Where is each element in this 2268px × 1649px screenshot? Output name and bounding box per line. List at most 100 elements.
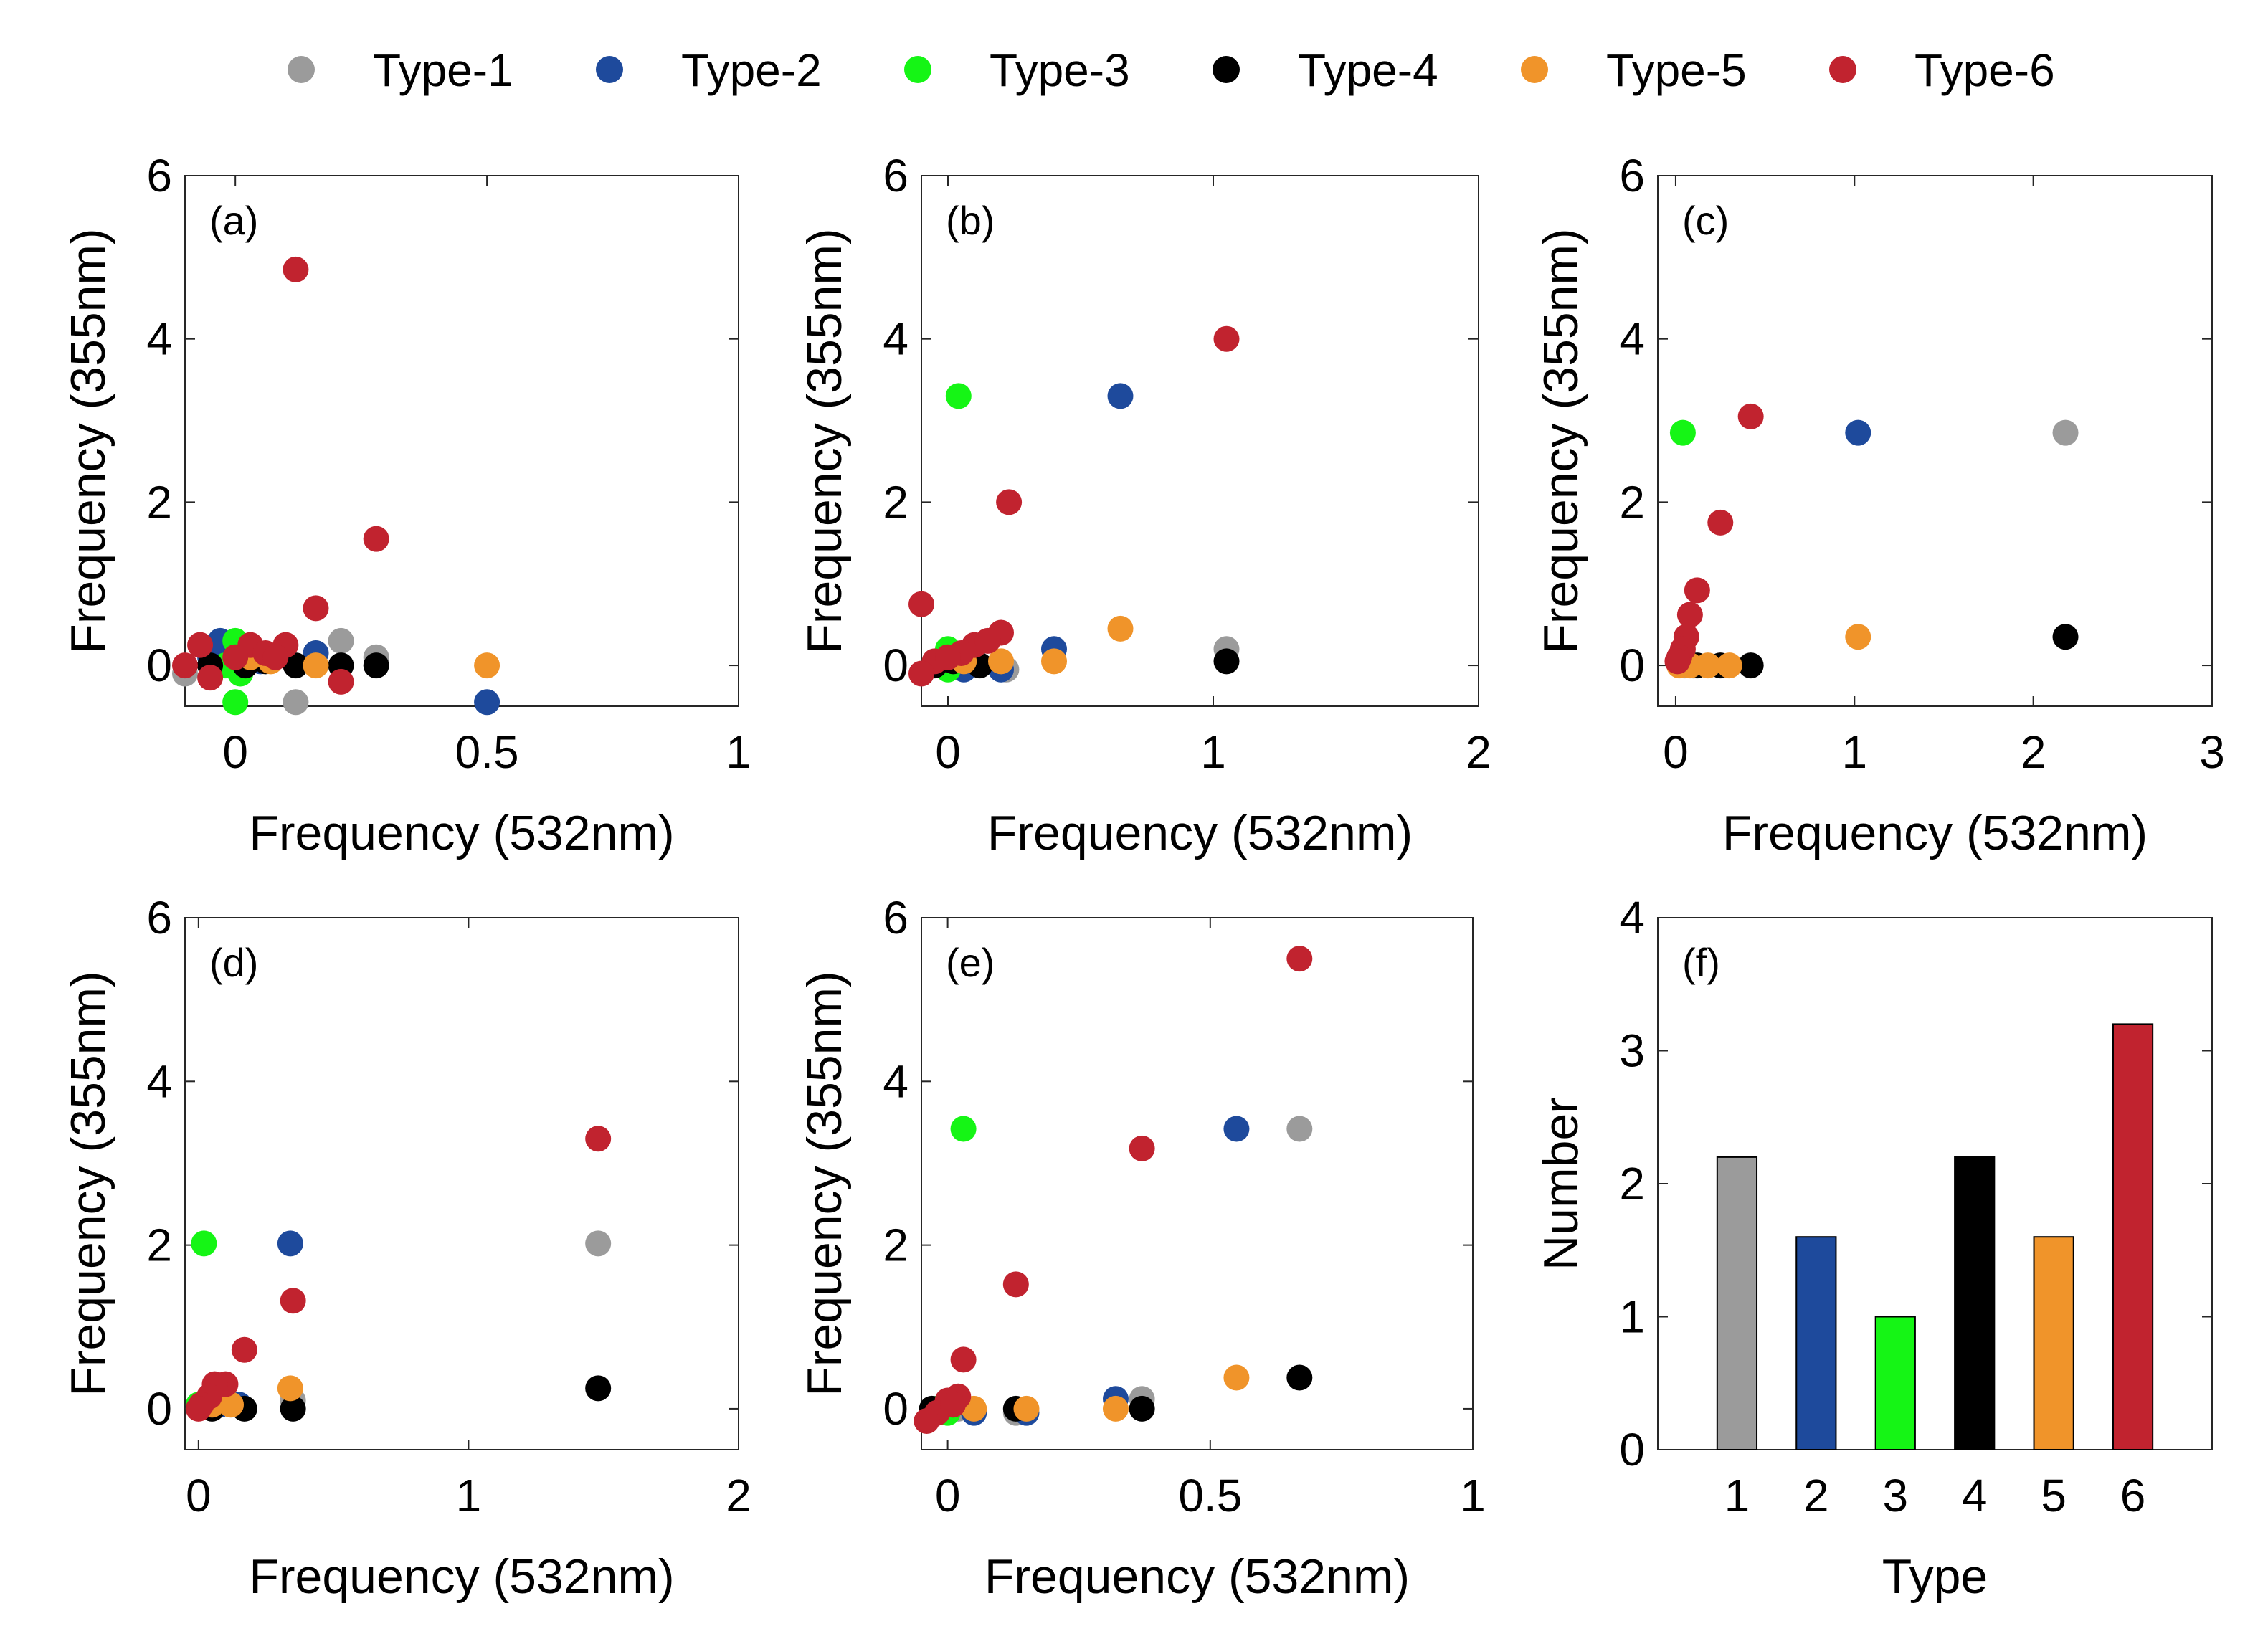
legend-item-1: Type-1 <box>288 44 513 96</box>
legend-item-3: Type-3 <box>904 44 1130 96</box>
y-tick-label: 0 <box>1619 1424 1645 1475</box>
y-tick-label: 6 <box>1619 150 1645 201</box>
scatter-points <box>914 946 1313 1435</box>
scatter-point-type-6-1 <box>1213 325 1240 352</box>
y-tick-label: 4 <box>883 1055 908 1107</box>
bar-type-5 <box>2033 1236 2074 1450</box>
y-tick-label: 4 <box>883 313 908 365</box>
y-tick-label: 0 <box>1619 640 1645 691</box>
legend-label-1: Type-1 <box>373 44 513 96</box>
x-tick-label: 0 <box>1663 726 1689 778</box>
y-tick-label: 0 <box>883 640 908 691</box>
scatter-point-type-1-1 <box>585 1230 612 1257</box>
y-tick-label: 6 <box>146 150 172 201</box>
scatter-point-type-1-3 <box>328 627 354 654</box>
y-tick-label: 2 <box>883 476 908 528</box>
scatter-point-type-4-2 <box>280 1395 306 1422</box>
y-tick-label: 2 <box>883 1220 908 1271</box>
scatter-point-type-6-10 <box>974 627 1001 654</box>
legend: Type-1 Type-2 Type-3 Type-4 Type-5 Type-6 <box>288 44 2055 96</box>
panel-label: (d) <box>209 940 258 985</box>
x-tick-label: 1 <box>726 726 751 778</box>
legend-item-5: Type-5 <box>1521 44 1747 96</box>
y-tick-label: 0 <box>883 1383 908 1435</box>
panel-b: 0 2 4 6 0 1 2 Frequency (532nm) Frequency (355nm… <box>797 150 1491 860</box>
y-tick-label: 2 <box>146 1220 172 1271</box>
y-tick-label: 0 <box>146 640 172 691</box>
legend-label-5: Type-5 <box>1606 44 1747 96</box>
scatter-point-type-5-3 <box>1013 1395 1040 1422</box>
panel-label: (f) <box>1682 940 1720 985</box>
scatter-point-type-3-1 <box>950 1116 977 1142</box>
scatter-point-type-6-2 <box>1129 1135 1155 1161</box>
scatter-point-type-6-4 <box>328 668 354 695</box>
scatter-point-type-1-2 <box>283 689 309 716</box>
y-tick-label: 6 <box>883 892 908 944</box>
scatter-points <box>908 325 1240 687</box>
y-tick-label: 2 <box>146 476 172 528</box>
plot-frame <box>1657 175 2213 707</box>
scatter-point-type-6-8 <box>172 652 198 679</box>
panel-c: 0 2 4 6 0 1 2 3 Frequency (532nm) Frequency (355n… <box>1534 150 2225 860</box>
scatter-point-type-1-1 <box>1286 1116 1313 1142</box>
y-tick-label: 4 <box>146 313 172 365</box>
x-tick-label: 1 <box>1200 726 1226 778</box>
scatter-point-type-6-3 <box>1684 577 1710 604</box>
scatter-point-type-5-1 <box>1223 1364 1250 1391</box>
legend-item-6: Type-6 <box>1829 44 2055 96</box>
x-axis-label: Frequency (532nm) <box>1722 806 2148 860</box>
panel-d: 0 2 4 6 0 1 2 Frequency (532nm) Frequency (355nm… <box>61 892 751 1604</box>
x-tick-label: 0 <box>222 726 248 778</box>
panel-e: 0 2 4 6 0 0.5 1 Frequency (532nm) Frequency (355… <box>797 892 1486 1604</box>
scatter-point-type-6-8 <box>1664 648 1691 675</box>
scatter-point-type-3-1 <box>1669 419 1696 446</box>
scatter-point-type-5-2 <box>218 1392 245 1418</box>
scatter-point-type-6-1 <box>283 256 309 282</box>
scatter-point-type-6-9 <box>197 665 224 691</box>
x-tick-label: 1 <box>1460 1470 1486 1521</box>
bar-type-1 <box>1716 1156 1758 1451</box>
scatter-point-type-2-1 <box>277 1230 303 1257</box>
x-axis-label: Frequency (532nm) <box>987 806 1413 860</box>
x-tick-label: 0 <box>935 1470 961 1521</box>
scatter-point-type-3-1 <box>191 1230 217 1257</box>
scatter-point-type-4-2 <box>1129 1395 1155 1422</box>
scatter-point-type-6-8 <box>914 1408 940 1435</box>
scatter-point-type-6-4 <box>908 591 934 617</box>
scatter-point-type-6-4 <box>1676 602 1703 628</box>
x-tick-label: 2 <box>2021 726 2046 778</box>
x-axis-label: Type <box>1882 1549 1988 1604</box>
y-tick-label: 2 <box>1619 476 1645 528</box>
scatter-point-type-4-3 <box>283 652 309 679</box>
scatter-point-type-2-1 <box>1845 419 1871 446</box>
scatter-point-type-5-2 <box>1716 652 1742 679</box>
scatter-point-type-2-3 <box>474 689 500 716</box>
y-tick-label: 2 <box>1619 1158 1645 1210</box>
y-tick-label: 4 <box>146 1055 172 1107</box>
x-tick-label: 6 <box>2120 1470 2146 1521</box>
scatter-point-type-6-9 <box>939 1392 966 1418</box>
scatter-point-type-5-2 <box>1041 648 1067 675</box>
x-tick-label: 3 <box>2199 726 2225 778</box>
scatter-point-type-6-4 <box>950 1346 977 1373</box>
y-axis-label: Frequency (355nm) <box>797 228 852 653</box>
scatter-point-type-4-1 <box>1286 1364 1313 1391</box>
plot-frame <box>184 175 739 707</box>
scatter-points <box>185 1126 612 1422</box>
scatter-point-type-6-3 <box>1002 1271 1029 1298</box>
bar-type-2 <box>1795 1236 1837 1450</box>
legend-marker-4 <box>1213 56 1240 83</box>
scatter-point-type-6-8 <box>185 1395 212 1422</box>
x-tick-label: 2 <box>1466 726 1491 778</box>
legend-label-2: Type-2 <box>681 44 822 96</box>
panel-label: (c) <box>1682 198 1729 243</box>
scatter-point-type-6-8 <box>908 660 934 687</box>
scatter-point-type-6-2 <box>996 489 1023 515</box>
legend-item-4: Type-4 <box>1213 44 1438 96</box>
panel-f: 0 1 2 3 4 1 2 3 4 5 6 Type Number (f) <box>1534 892 2213 1604</box>
scatter-point-type-6-2 <box>363 526 389 552</box>
plot-frame <box>921 175 1479 707</box>
scatter-point-type-5-2 <box>474 652 500 679</box>
scatter-point-type-6-3 <box>231 1336 257 1363</box>
legend-marker-5 <box>1521 56 1548 83</box>
